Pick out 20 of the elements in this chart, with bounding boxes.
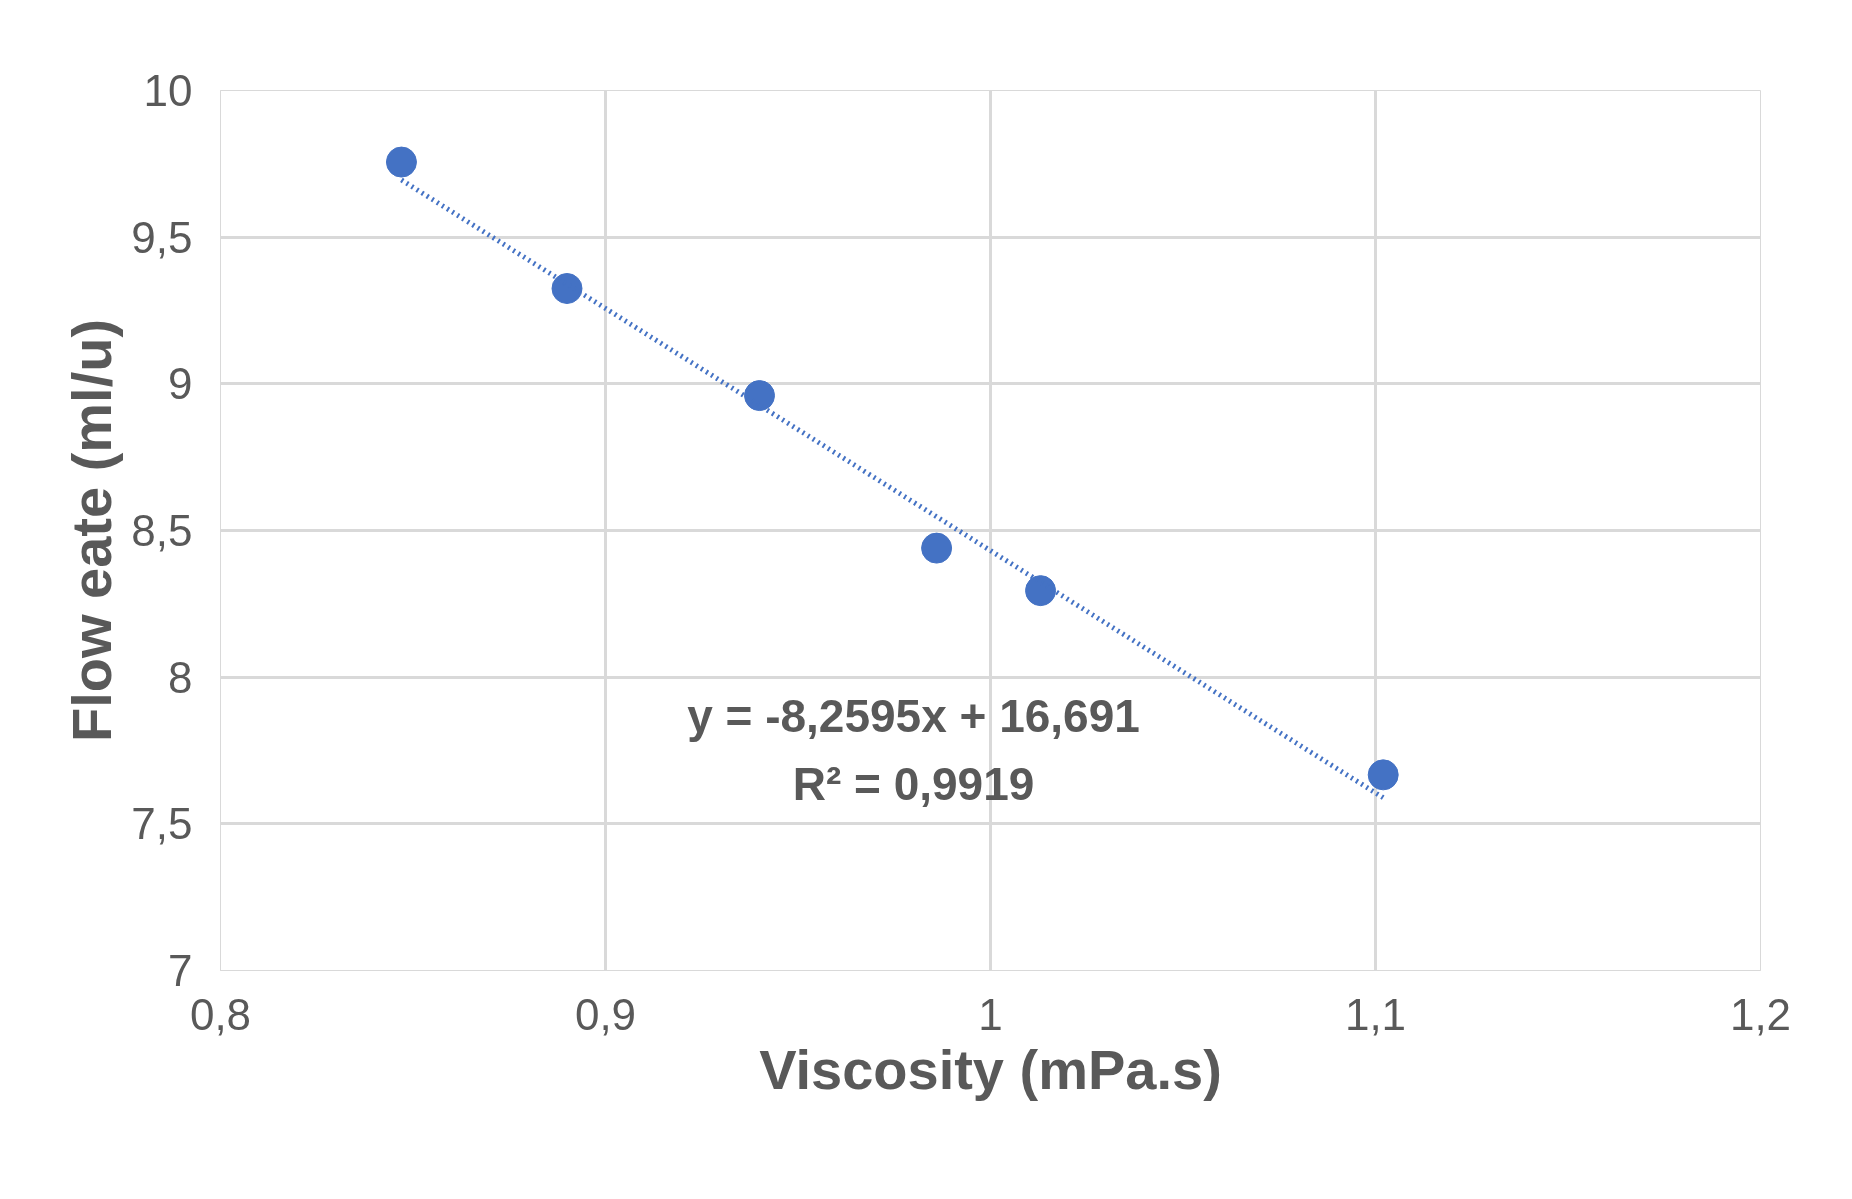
y-axis-title: Flow eate (ml/u) — [60, 318, 124, 743]
annotation: y = -8,2595x + 16,691 — [687, 689, 1140, 742]
x-tick-label: 1,1 — [1344, 989, 1407, 1039]
x-axis-title: Viscosity (mPa.s) — [759, 1037, 1222, 1101]
annotation: R² = 0,9919 — [792, 757, 1035, 810]
x-tick-label: 0,9 — [574, 989, 637, 1039]
y-tick-label: 10 — [143, 66, 193, 115]
y-tick-label: 9 — [168, 359, 193, 409]
point — [1367, 759, 1399, 791]
point — [744, 380, 775, 412]
point — [551, 273, 583, 304]
x-tick-label: 1,2 — [1729, 989, 1792, 1039]
point — [1025, 575, 1057, 607]
y-tick-label: 7,5 — [131, 799, 193, 849]
y-tick-label: 8 — [168, 652, 193, 702]
x-tick-label: 1 — [978, 989, 1003, 1039]
y-tick-label: 9,5 — [131, 212, 193, 262]
y-tick-label: 8,5 — [131, 506, 193, 555]
point — [921, 532, 953, 564]
point — [385, 146, 417, 178]
